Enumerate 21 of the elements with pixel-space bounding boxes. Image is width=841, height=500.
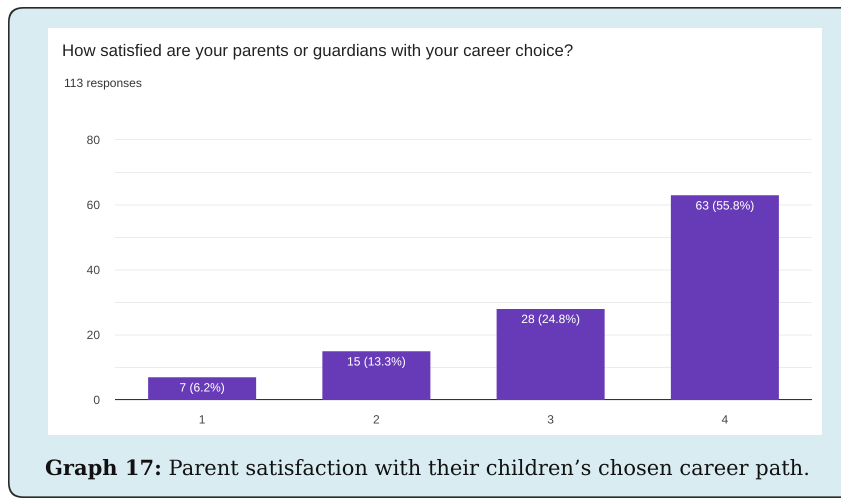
y-tick-label: 40 xyxy=(86,263,100,278)
x-tick-label: 4 xyxy=(722,412,729,426)
data-label: 7 (6.2%) xyxy=(179,380,225,394)
data-label: 63 (55.8%) xyxy=(696,198,754,212)
bar xyxy=(148,377,256,400)
bar xyxy=(322,351,430,400)
y-tick-label: 80 xyxy=(86,133,100,148)
y-tick-label: 20 xyxy=(86,328,100,342)
bar xyxy=(670,195,779,400)
caption: Graph 17: xyxy=(45,455,162,480)
text: Parent satisfaction with their children’s chosen career path. xyxy=(168,456,810,480)
x-tick-label: 2 xyxy=(373,412,380,426)
chart-subtitle: 113 responses xyxy=(64,76,142,90)
data-label: 15 (13.3%) xyxy=(347,354,406,368)
y-tick-label: 0 xyxy=(93,393,100,408)
x-tick-label: 1 xyxy=(198,412,206,426)
chart-title: How satisfied are your parents or guardians with your career choice? xyxy=(62,40,574,60)
data-label: 28 (24.8%) xyxy=(521,312,580,326)
x-tick-label: 3 xyxy=(547,412,554,426)
bar xyxy=(496,309,605,400)
y-tick-label: 60 xyxy=(86,198,100,212)
